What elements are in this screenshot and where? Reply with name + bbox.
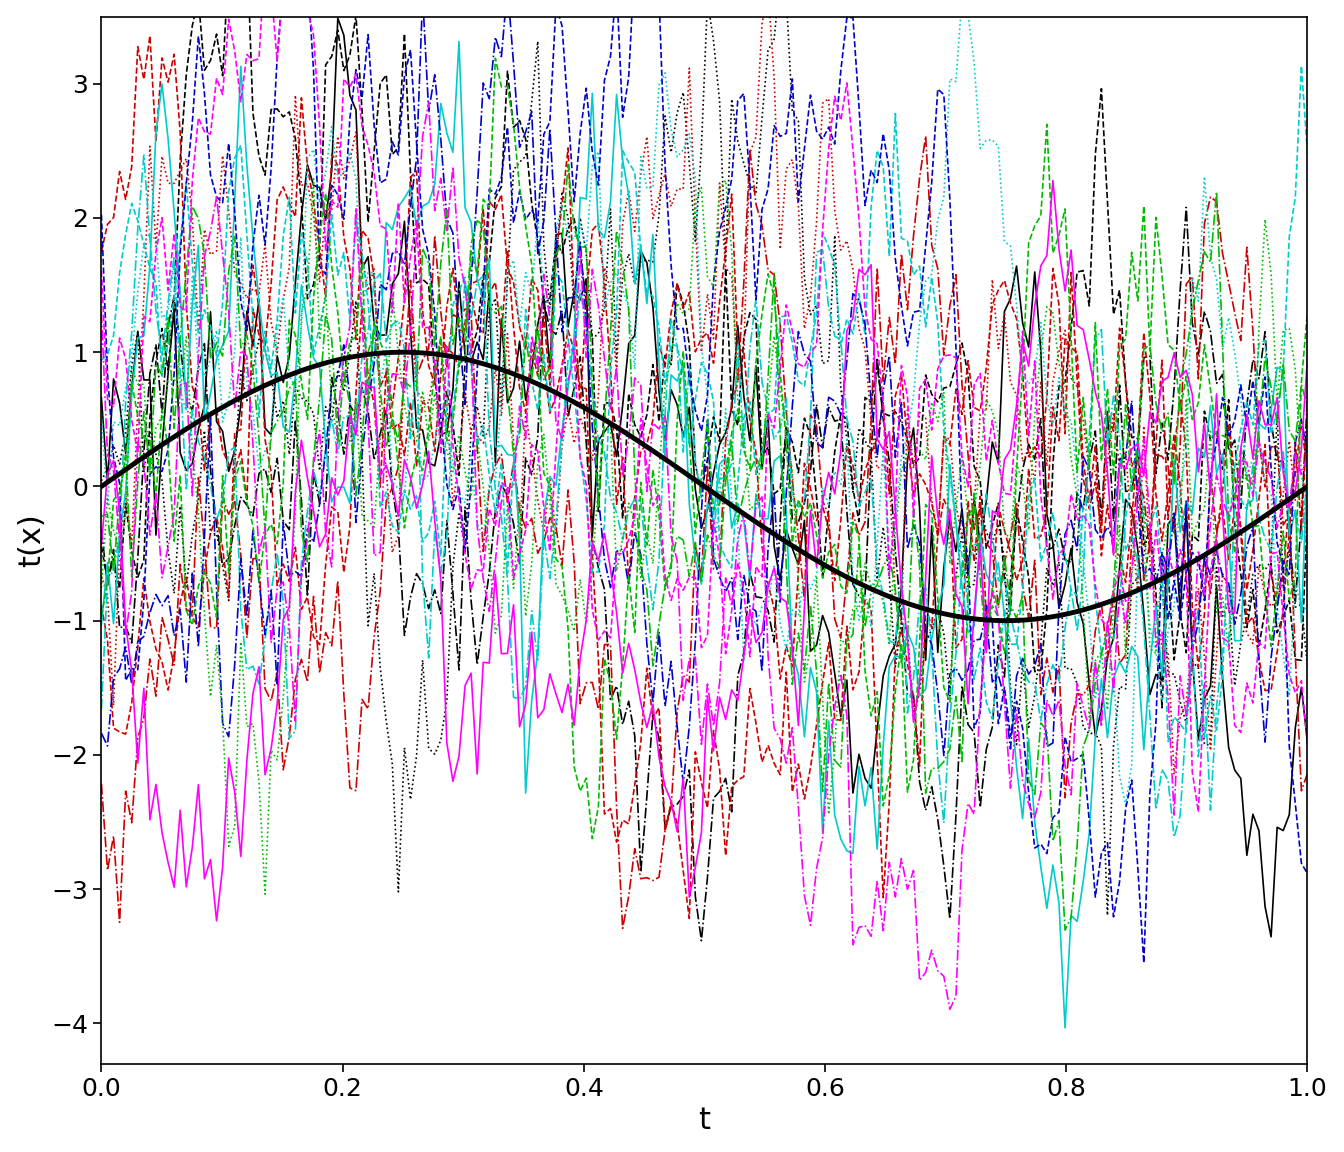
Y-axis label: t(x): t(x) — [16, 514, 46, 567]
X-axis label: t: t — [699, 1106, 711, 1136]
